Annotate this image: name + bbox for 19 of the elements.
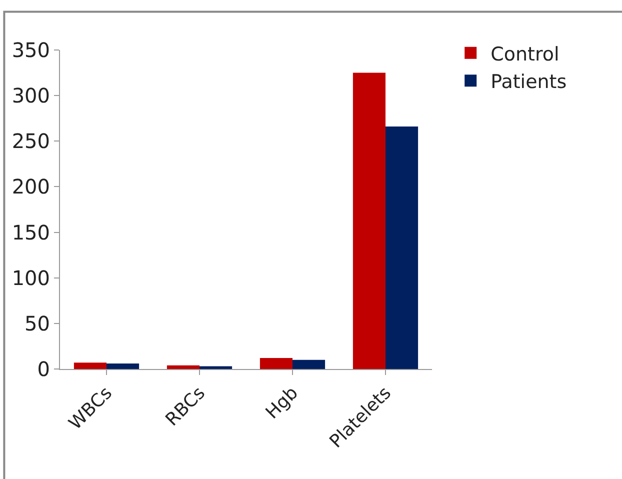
y-tick-label: 50 (24, 311, 50, 336)
y-tick-label: 150 (12, 220, 50, 244)
y-tick-label: 350 (12, 38, 50, 62)
bar (74, 362, 106, 369)
y-tick-label: 0 (37, 357, 50, 381)
legend-label: Control (490, 43, 560, 66)
bar (260, 358, 292, 369)
y-tick-label: 100 (12, 266, 50, 290)
bar (386, 126, 418, 369)
legend-label: Patients (490, 71, 567, 94)
bar (200, 366, 232, 369)
bar (166, 365, 200, 369)
bar (292, 360, 326, 369)
y-tick-label: 250 (12, 129, 50, 154)
bar (106, 364, 140, 369)
x-tick-label: Hgb (262, 382, 302, 424)
y-tick-label: 200 (12, 174, 50, 199)
y-tick-label: 300 (12, 84, 50, 108)
bar (352, 72, 386, 369)
